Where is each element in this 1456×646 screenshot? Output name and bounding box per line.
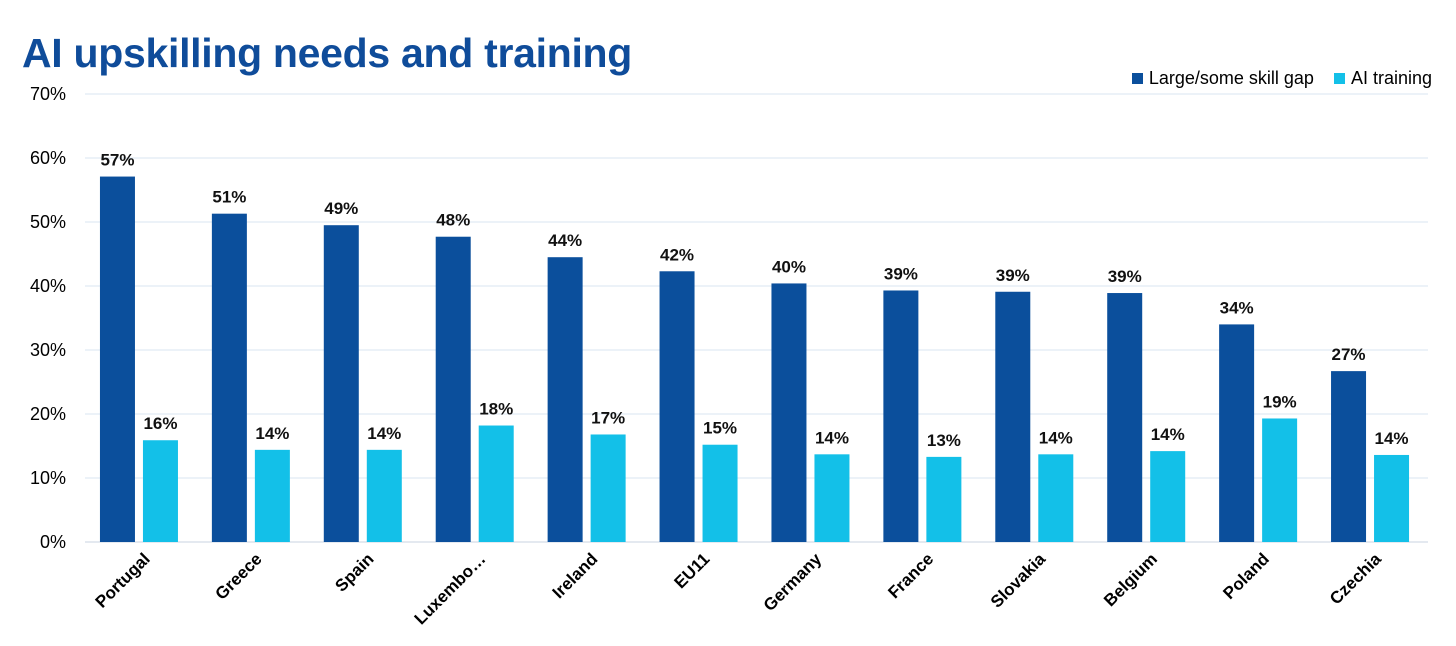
bar-ai-training xyxy=(366,449,402,542)
data-label: 13% xyxy=(927,431,961,450)
bar-ai-training xyxy=(1038,454,1074,542)
x-tick-label: Germany xyxy=(760,549,826,615)
y-tick-label: 60% xyxy=(30,148,66,168)
data-label: 14% xyxy=(1039,428,1073,447)
data-label: 40% xyxy=(772,257,806,276)
bar-skill-gap xyxy=(323,225,359,542)
data-label: 42% xyxy=(660,245,694,264)
bar-skill-gap xyxy=(883,290,919,542)
data-label: 51% xyxy=(212,188,246,207)
data-label: 39% xyxy=(1108,267,1142,286)
bar-skill-gap xyxy=(99,176,135,542)
bar-ai-training xyxy=(926,456,962,542)
legend-item-skill-gap: Large/some skill gap xyxy=(1131,68,1314,89)
x-tick-label: Portugal xyxy=(92,549,154,611)
data-label: 17% xyxy=(591,408,625,427)
bar-ai-training xyxy=(142,440,178,542)
x-tick-label: Ireland xyxy=(549,549,602,602)
bar-skill-gap xyxy=(435,236,471,542)
bar-ai-training xyxy=(814,454,850,542)
y-tick-label: 50% xyxy=(30,212,66,232)
x-tick-label: Spain xyxy=(331,549,377,595)
x-tick-label: Slovakia xyxy=(987,549,1050,612)
legend-item-ai-training: AI training xyxy=(1333,68,1432,89)
data-label: 49% xyxy=(324,199,358,218)
x-tick-label: Poland xyxy=(1219,549,1273,603)
bar-skill-gap xyxy=(1219,324,1255,542)
data-label: 27% xyxy=(1332,345,1366,364)
bar-ai-training xyxy=(702,444,738,542)
bar-ai-training xyxy=(1150,451,1186,542)
x-tick-label: Greece xyxy=(211,549,265,603)
bar-skill-gap xyxy=(995,291,1031,542)
data-label: 14% xyxy=(255,424,289,443)
bar-skill-gap xyxy=(547,257,583,542)
y-tick-label: 30% xyxy=(30,340,66,360)
data-label: 16% xyxy=(143,414,177,433)
y-tick-label: 40% xyxy=(30,276,66,296)
data-label: 48% xyxy=(436,211,470,230)
bar-ai-training xyxy=(478,425,514,542)
bar-skill-gap xyxy=(211,213,247,542)
x-tick-label: France xyxy=(884,549,937,602)
legend-label-skill-gap: Large/some skill gap xyxy=(1148,68,1314,88)
bar-skill-gap xyxy=(1107,293,1143,542)
data-label: 14% xyxy=(1375,429,1409,448)
data-label: 39% xyxy=(884,264,918,283)
bar-skill-gap xyxy=(771,283,807,542)
y-tick-label: 70% xyxy=(30,84,66,104)
bar-ai-training xyxy=(254,449,290,542)
legend: Large/some skill gap AI training xyxy=(1112,68,1432,89)
data-label: 14% xyxy=(1151,425,1185,444)
bar-ai-training xyxy=(590,434,626,542)
data-label: 19% xyxy=(1263,392,1297,411)
legend-label-ai-training: AI training xyxy=(1350,68,1432,88)
data-label: 14% xyxy=(367,424,401,443)
x-tick-label: EU11 xyxy=(671,549,714,592)
data-label: 34% xyxy=(1220,298,1254,317)
bar-skill-gap xyxy=(659,271,695,542)
chart-title: AI upskilling needs and training xyxy=(22,30,633,76)
legend-swatch-ai-training xyxy=(1333,73,1345,84)
legend-swatch-skill-gap xyxy=(1131,73,1143,84)
y-tick-label: 10% xyxy=(30,468,66,488)
data-label: 44% xyxy=(548,231,582,250)
bar-ai-training xyxy=(1374,454,1410,542)
data-label: 39% xyxy=(996,266,1030,285)
data-label: 18% xyxy=(479,400,513,419)
x-tick-label: Luxembo… xyxy=(411,549,490,628)
y-tick-label: 0% xyxy=(40,532,66,552)
x-tick-label: Belgium xyxy=(1100,549,1161,610)
data-label: 15% xyxy=(703,419,737,438)
data-label: 14% xyxy=(815,428,849,447)
y-tick-label: 20% xyxy=(30,404,66,424)
bar-ai-training xyxy=(1262,418,1298,542)
bar-skill-gap xyxy=(1331,371,1367,542)
data-label: 57% xyxy=(100,151,134,170)
x-tick-label: Czechia xyxy=(1326,549,1385,608)
